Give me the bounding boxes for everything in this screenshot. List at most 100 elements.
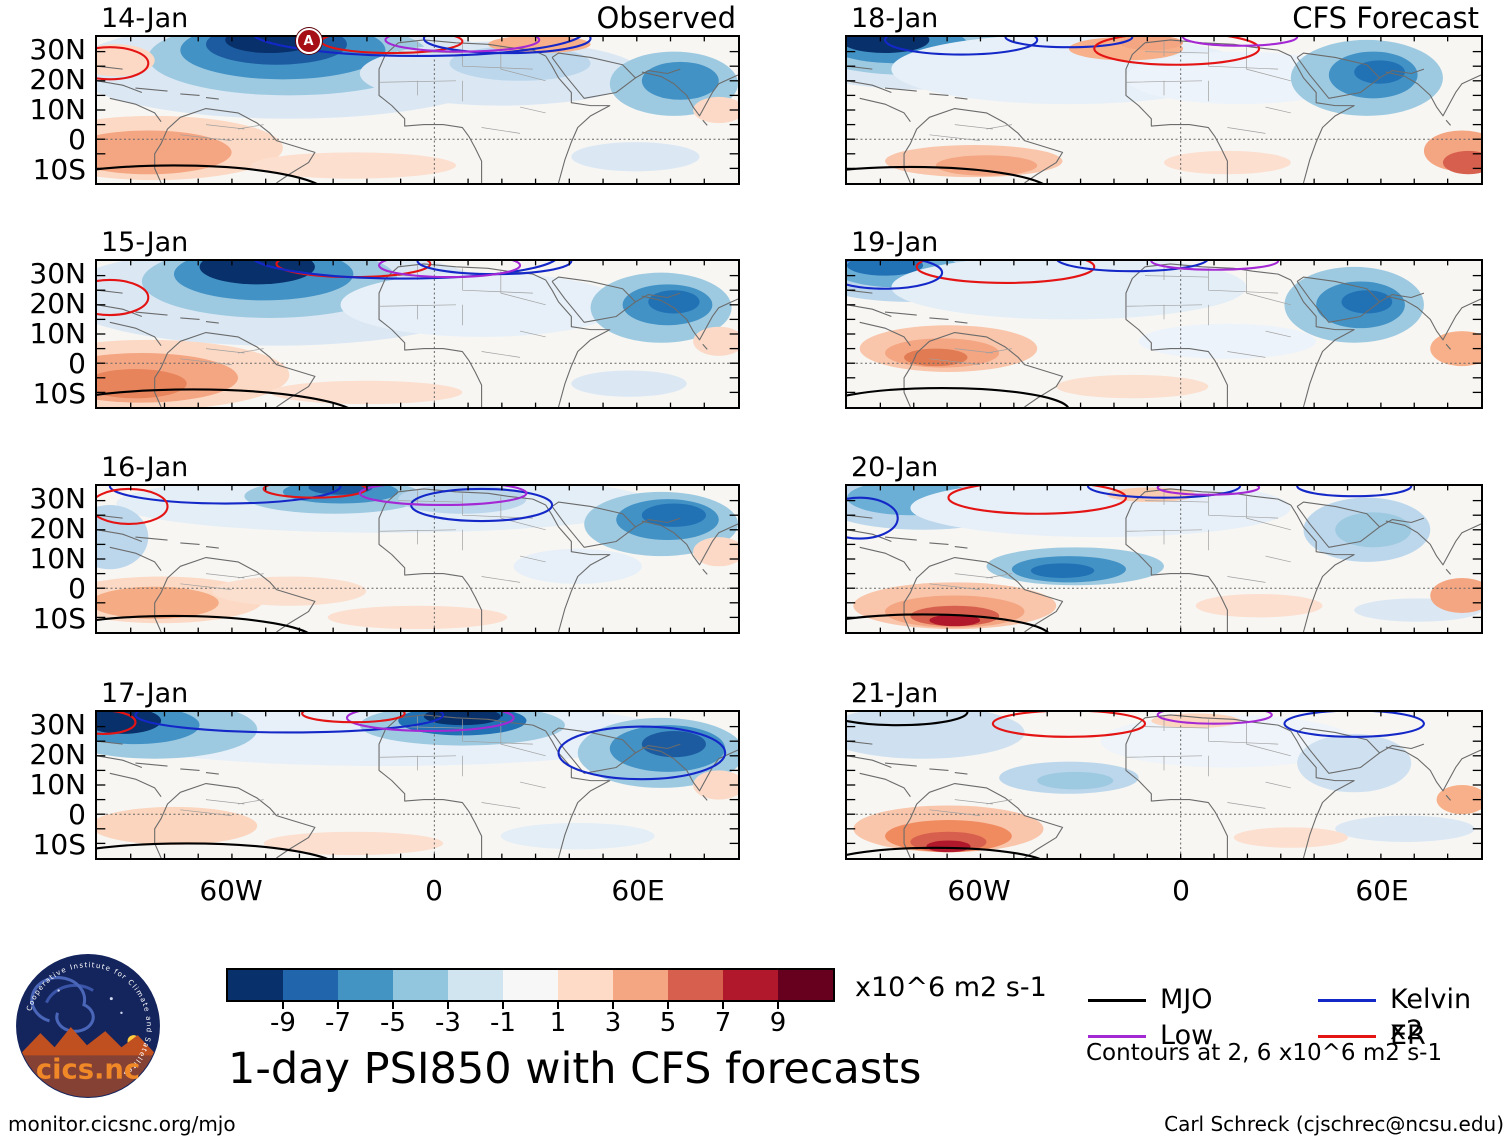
- er-contour: [948, 486, 1126, 514]
- panel-date-19-jan: 19-Jan: [851, 227, 939, 258]
- map-svg: [847, 712, 1481, 858]
- lat-label-20n-row1: 20N: [29, 287, 86, 320]
- mjo-contour: [847, 848, 1050, 858]
- lon-label-0-col1: 0: [1172, 874, 1190, 907]
- er-contour: [993, 712, 1145, 737]
- er-contour: [97, 280, 148, 315]
- panel-date-17-jan: 17-Jan: [101, 678, 189, 709]
- anomaly-shading: [847, 712, 1025, 759]
- colorbar-tick--7: [337, 1002, 339, 1009]
- tropical-storm-marker: A: [295, 28, 322, 55]
- lat-label-10s-row2: 10S: [32, 602, 86, 635]
- anomaly-shading: [910, 486, 1291, 538]
- lon-label-60w-col1: 60W: [947, 874, 1011, 907]
- contour-note: Contours at 2, 6 x10^6 m2 s-1: [1086, 1040, 1443, 1066]
- anomaly-shading: [1195, 594, 1323, 618]
- colorbar-tick--1: [502, 1002, 504, 1009]
- anomaly-shading: [693, 537, 738, 567]
- lat-label-30n-row3: 30N: [29, 708, 86, 741]
- anomaly-shading: [1442, 150, 1481, 175]
- er-contour: [917, 261, 1095, 283]
- anomaly-shading: [340, 272, 623, 337]
- anomaly-shading: [1341, 290, 1393, 314]
- legend-line-er: [1318, 1035, 1376, 1038]
- low-contour: [1151, 261, 1278, 270]
- lat-label-10s-row3: 10S: [32, 828, 86, 861]
- colorbar-tick-label--9: -9: [270, 1008, 296, 1038]
- lat-label-10n-row3: 10N: [29, 768, 86, 801]
- colorbar-segment-7: [613, 970, 668, 1000]
- lat-label-10n-row1: 10N: [29, 317, 86, 350]
- coastline: [97, 715, 738, 858]
- low-contour: [1158, 486, 1259, 495]
- colorbar-segment-4: [448, 970, 503, 1000]
- column-header-observed: Observed: [596, 1, 736, 35]
- anomaly-shading: [1030, 563, 1095, 578]
- coastline: [847, 40, 1481, 183]
- mjo-contour: [847, 388, 1069, 407]
- colorbar-tick-9: [777, 1002, 779, 1009]
- anomaly-shading: [929, 614, 981, 627]
- figure-title: 1-day PSI850 with CFS forecasts: [228, 1044, 922, 1094]
- logo-speck: [109, 997, 113, 1001]
- legend-label-mjo: MJO: [1160, 984, 1213, 1015]
- anomaly-shading: [1233, 827, 1348, 848]
- anomaly-shading: [212, 576, 367, 606]
- colorbar-tick--3: [447, 1002, 449, 1009]
- low-contour: [360, 486, 527, 505]
- map-svg: [97, 712, 738, 858]
- colorbar-tick-5: [667, 1002, 669, 1009]
- map-svg: [847, 37, 1481, 183]
- map-panel-17-jan: [95, 710, 740, 860]
- panel-date-16-jan: 16-Jan: [101, 452, 189, 483]
- lat-label-0-row3: 0: [68, 798, 86, 831]
- low-contour: [1158, 712, 1272, 724]
- kelvin-contour: [847, 261, 942, 289]
- anomaly-shading: [641, 730, 706, 758]
- colorbar-tick-label--3: -3: [435, 1008, 461, 1038]
- low-contour: [1183, 37, 1297, 46]
- lat-label-0-row0: 0: [68, 123, 86, 156]
- coastline: [847, 489, 1481, 632]
- kelvin-contour: [135, 712, 443, 732]
- legend-line-mjo: [1088, 999, 1146, 1002]
- lat-label-30n-row2: 30N: [29, 482, 86, 515]
- er-contour: [97, 47, 148, 79]
- colorbar-tick-label-9: 9: [769, 1008, 787, 1038]
- map-panel-19-jan: [845, 259, 1483, 409]
- map-panel-14-jan: A: [95, 28, 740, 185]
- anomaly-shading: [1056, 374, 1209, 399]
- lon-label-60e-col0: 60E: [611, 874, 665, 907]
- anomaly-shading: [97, 586, 219, 619]
- logo-speck: [120, 1011, 123, 1015]
- anomaly-shading: [1138, 323, 1317, 359]
- lon-label-60e-col1: 60E: [1355, 874, 1409, 907]
- anomaly-shading: [904, 348, 968, 367]
- panel-date-15-jan: 15-Jan: [101, 227, 189, 258]
- colorbar-tick--9: [282, 1002, 284, 1009]
- kelvin-contour: [110, 486, 341, 504]
- colorbar-segment-9: [723, 970, 778, 1000]
- er-contour: [302, 712, 405, 722]
- kelvin-contour: [847, 498, 898, 539]
- anomaly-shading: [97, 806, 258, 845]
- lat-label-20n-row3: 20N: [29, 738, 86, 771]
- coastline: [847, 715, 1481, 858]
- anomaly-shading: [1354, 60, 1405, 84]
- lat-label-10s-row1: 10S: [32, 377, 86, 410]
- map-panel-16-jan: [95, 484, 740, 634]
- anomaly-shading: [250, 152, 456, 179]
- colorbar-tick-label-1: 1: [549, 1008, 567, 1038]
- colorbar-tick-label--5: -5: [380, 1008, 406, 1038]
- anomaly-shading: [693, 770, 738, 800]
- map-panel-20-jan: [845, 484, 1483, 634]
- map-svg: [97, 486, 738, 632]
- anomaly-shading: [263, 831, 444, 856]
- cicsnc-logo: Cooperative Institute for Climate and Sa…: [16, 954, 160, 1098]
- anomaly-shading: [648, 290, 700, 314]
- anomaly-shading: [693, 96, 738, 124]
- colorbar-tick-label--1: -1: [490, 1008, 516, 1038]
- logo-swirl: [45, 983, 94, 1004]
- mjo-contour: [97, 165, 328, 183]
- kelvin-contour: [1297, 486, 1411, 496]
